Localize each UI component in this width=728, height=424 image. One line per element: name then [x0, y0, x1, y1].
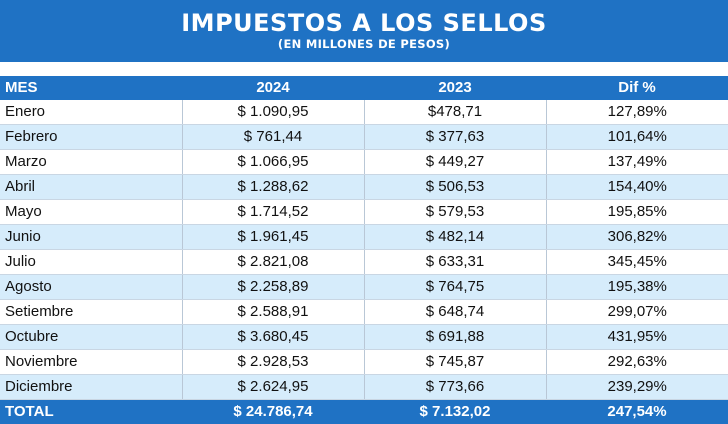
- table-cell: 431,95%: [546, 325, 728, 350]
- table-cell: 306,82%: [546, 225, 728, 250]
- table-cell: 239,29%: [546, 375, 728, 400]
- row-label: Enero: [0, 100, 182, 125]
- row-label: Diciembre: [0, 375, 182, 400]
- total-cell: $ 7.132,02: [364, 400, 546, 424]
- table-cell: $ 506,53: [364, 175, 546, 200]
- table-cell: $ 648,74: [364, 300, 546, 325]
- table-cell: $ 1.961,45: [182, 225, 364, 250]
- table-cell: $ 579,53: [364, 200, 546, 225]
- total-label: TOTAL: [0, 400, 182, 424]
- column-header-0: MES: [0, 76, 182, 100]
- chart-title: IMPUESTOS A LOS SELLOS: [0, 9, 728, 37]
- table-cell: $ 449,27: [364, 150, 546, 175]
- total-cell: $ 24.786,74: [182, 400, 364, 424]
- header-gap: [0, 62, 728, 76]
- table-cell: 195,85%: [546, 200, 728, 225]
- table-cell: $ 2.258,89: [182, 275, 364, 300]
- table-cell: $ 2.624,95: [182, 375, 364, 400]
- table-cell: 195,38%: [546, 275, 728, 300]
- table-cell: 292,63%: [546, 350, 728, 375]
- row-label: Abril: [0, 175, 182, 200]
- table-cell: $ 2.928,53: [182, 350, 364, 375]
- table-cell: 137,49%: [546, 150, 728, 175]
- table-cell: $ 761,44: [182, 125, 364, 150]
- total-cell: 247,54%: [546, 400, 728, 424]
- row-label: Junio: [0, 225, 182, 250]
- column-header-2: 2023: [364, 76, 546, 100]
- table-cell: 101,64%: [546, 125, 728, 150]
- row-label: Marzo: [0, 150, 182, 175]
- table-cell: $ 377,63: [364, 125, 546, 150]
- table-cell: 154,40%: [546, 175, 728, 200]
- table-cell: $ 482,14: [364, 225, 546, 250]
- row-label: Octubre: [0, 325, 182, 350]
- table-cell: $ 764,75: [364, 275, 546, 300]
- row-label: Noviembre: [0, 350, 182, 375]
- column-header-3: Dif %: [546, 76, 728, 100]
- table-cell: 299,07%: [546, 300, 728, 325]
- chart-subtitle: (EN MILLONES DE PESOS): [0, 37, 728, 51]
- row-label: Julio: [0, 250, 182, 275]
- table-cell: $ 3.680,45: [182, 325, 364, 350]
- table-cell: $ 1.714,52: [182, 200, 364, 225]
- table-cell: 345,45%: [546, 250, 728, 275]
- row-label: Mayo: [0, 200, 182, 225]
- table-cell: $ 1.066,95: [182, 150, 364, 175]
- row-label: Agosto: [0, 275, 182, 300]
- table-header-banner: IMPUESTOS A LOS SELLOS (EN MILLONES DE P…: [0, 0, 728, 62]
- row-label: Setiembre: [0, 300, 182, 325]
- column-header-1: 2024: [182, 76, 364, 100]
- table-cell: $ 1.288,62: [182, 175, 364, 200]
- table-cell: $ 633,31: [364, 250, 546, 275]
- table-cell: $ 2.588,91: [182, 300, 364, 325]
- table-cell: 127,89%: [546, 100, 728, 125]
- table-cell: $ 1.090,95: [182, 100, 364, 125]
- table-cell: $ 773,66: [364, 375, 546, 400]
- row-label: Febrero: [0, 125, 182, 150]
- table-cell: $ 691,88: [364, 325, 546, 350]
- table-cell: $478,71: [364, 100, 546, 125]
- table-cell: $ 2.821,08: [182, 250, 364, 275]
- table-cell: $ 745,87: [364, 350, 546, 375]
